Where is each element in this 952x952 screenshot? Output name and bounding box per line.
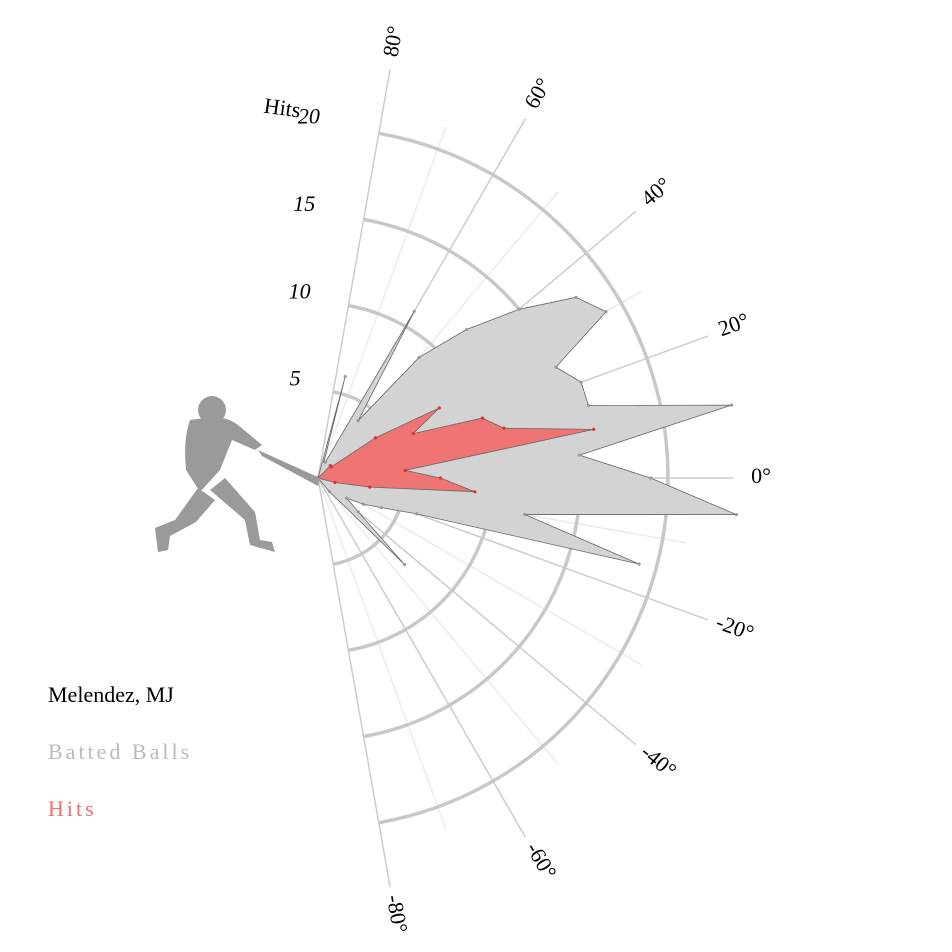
vertex-dot — [592, 427, 596, 431]
axis-title: Hits — [262, 93, 302, 123]
vertex-dot — [577, 453, 582, 457]
vertex-dot — [473, 490, 477, 494]
angle-tick-label: 80° — [378, 24, 408, 59]
vertex-dot — [411, 432, 415, 436]
angle-tick-label: 0° — [751, 463, 771, 488]
vertex-dot — [373, 436, 377, 440]
vertex-dot — [345, 496, 349, 500]
angle-tick-label: -40° — [636, 739, 681, 783]
vertex-dot — [734, 513, 739, 517]
angle-tick-label: -80° — [382, 893, 413, 935]
vertex-dot — [361, 502, 366, 506]
vertex-dot — [403, 468, 407, 472]
vertex-dot — [323, 460, 327, 464]
spoke — [317, 477, 637, 746]
vertex-dot — [438, 476, 443, 480]
vertex-dot — [604, 310, 608, 314]
angle-tick-label: -60° — [521, 838, 562, 884]
spoke — [317, 69, 391, 479]
vertex-dot — [648, 476, 653, 480]
minor-spoke — [317, 126, 447, 479]
minor-spoke — [317, 477, 559, 765]
vertex-dot — [579, 380, 583, 384]
angle-tick-label: -20° — [713, 609, 757, 646]
vertex-dot — [517, 307, 521, 311]
vertex-dot — [368, 485, 372, 489]
legend-label: Batted Balls — [48, 739, 192, 764]
batter-silhouette — [155, 396, 320, 552]
vertex-dot — [417, 355, 421, 359]
radial-tick-label: 10 — [289, 278, 311, 303]
vertex-dot — [356, 419, 360, 423]
spoke — [317, 477, 527, 838]
vertex-dot — [327, 489, 331, 494]
angle-tick-label: 20° — [715, 307, 753, 341]
vertex-dot — [637, 562, 641, 566]
vertex-dot — [343, 374, 347, 379]
vertex-dot — [333, 480, 337, 485]
radial-tick-label: 20 — [298, 104, 320, 129]
vertex-dot — [379, 505, 384, 510]
radial-tick-label: 5 — [290, 366, 301, 391]
minor-spoke — [317, 477, 642, 666]
vertex-dot — [480, 416, 485, 420]
vertex-dot — [554, 365, 558, 369]
radial-tick-label: 15 — [293, 191, 315, 216]
vertex-dot — [403, 563, 407, 567]
angle-tick-label: 40° — [636, 172, 676, 211]
vertex-dot — [415, 512, 419, 516]
legend-label: Hits — [48, 796, 97, 821]
vertex-dot — [730, 403, 734, 407]
vertex-dot — [412, 309, 416, 313]
vertex-dot — [464, 327, 469, 332]
vertex-dot — [586, 403, 591, 408]
vertex-dot — [356, 510, 360, 514]
player-name: Melendez, MJ — [48, 682, 174, 707]
ring — [378, 131, 670, 825]
vertex-dot — [502, 426, 506, 430]
vertex-dot — [523, 512, 527, 517]
vertex-dot — [437, 406, 441, 410]
vertex-dot — [329, 465, 334, 469]
angle-tick-label: 60° — [519, 74, 556, 113]
spoke — [317, 477, 391, 887]
minor-spoke — [317, 477, 447, 830]
vertex-dot — [574, 295, 578, 299]
